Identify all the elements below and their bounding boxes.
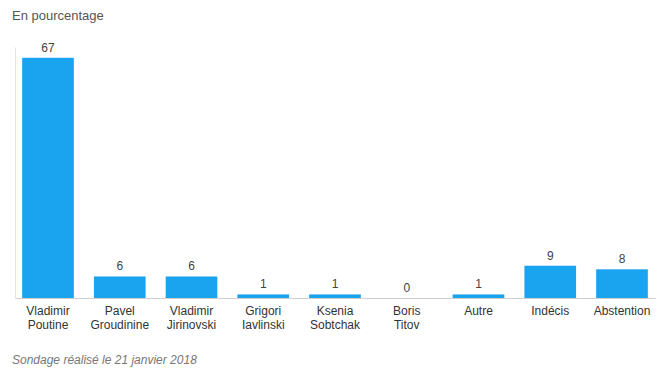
data-label: 8 [619, 252, 626, 266]
x-tick: Abstention [594, 304, 651, 318]
x-tick-label: PavelGroudinine [90, 304, 149, 332]
x-tick-label: Abstention [594, 304, 651, 318]
title: En pourcentage [12, 8, 104, 23]
x-tick-label: VladimirPoutine [26, 304, 69, 332]
bar [237, 294, 289, 298]
data-labels: 67 6 6 1 1 0 1 9 8 [41, 41, 625, 295]
bar [309, 294, 361, 298]
x-axis-line [16, 298, 656, 299]
y-axis [15, 48, 17, 299]
x-tick: Autre [464, 304, 493, 318]
bar [524, 266, 576, 298]
x-axis: VladimirPoutine PavelGroudinine VladimirJi… [16, 299, 656, 332]
bars [22, 58, 648, 298]
data-label: 6 [188, 259, 195, 273]
data-label: 1 [332, 277, 339, 291]
annotation: Sondage réalisé le 21 janvier 2018 [12, 353, 197, 367]
y-axis-line [15, 48, 16, 299]
x-tick-label: BorisTitov [393, 304, 420, 332]
x-tick: BorisTitov [393, 304, 420, 332]
data-label: 9 [547, 249, 554, 263]
x-tick: KseniaSobtchak [310, 304, 361, 332]
x-tick-label: VladimirJirinovski [167, 304, 216, 332]
data-label: 1 [475, 277, 482, 291]
x-tick-label: GrigoriIavlinski [242, 304, 285, 332]
data-label: 1 [260, 277, 267, 291]
bar [381, 298, 433, 299]
x-tick: VladimirJirinovski [167, 304, 216, 332]
data-label: 67 [41, 41, 55, 55]
x-tick: VladimirPoutine [26, 304, 69, 332]
bar [596, 269, 648, 298]
data-label: 0 [403, 281, 410, 295]
bar [22, 58, 74, 298]
x-tick: PavelGroudinine [90, 304, 149, 332]
bar [453, 294, 505, 298]
bar [94, 276, 146, 298]
x-tick-label: KseniaSobtchak [310, 304, 361, 332]
data-label: 6 [116, 259, 123, 273]
x-tick: GrigoriIavlinski [242, 304, 285, 332]
x-tick-label: Autre [464, 304, 493, 318]
x-tick-label: Indécis [531, 304, 569, 318]
chart: En pourcentage VladimirPoutine PavelGroudi… [0, 0, 672, 372]
bar [166, 276, 218, 298]
x-tick: Indécis [531, 304, 569, 318]
